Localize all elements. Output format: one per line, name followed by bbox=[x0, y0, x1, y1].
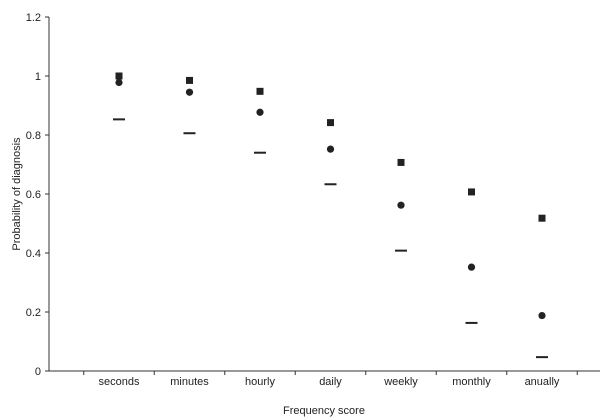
y-tick-label: 1.2 bbox=[26, 12, 41, 24]
y-tick-label: 0.4 bbox=[26, 248, 41, 260]
square-point bbox=[538, 214, 546, 222]
y-tick-label: 1 bbox=[35, 71, 41, 83]
x-tick-label: monthly bbox=[452, 376, 491, 388]
circle-point bbox=[538, 311, 546, 320]
circle-point bbox=[397, 201, 405, 209]
circle-point bbox=[326, 145, 335, 153]
x-tick-label: anually bbox=[525, 376, 560, 388]
x-axis-title: Frequency score bbox=[283, 405, 365, 417]
circle-point bbox=[115, 78, 123, 87]
square-point bbox=[327, 119, 334, 127]
square-point bbox=[397, 158, 405, 166]
axes bbox=[48, 17, 600, 372]
y-ticks: 0 0.2 0.4 0.6 0.8 1 1.2 bbox=[26, 12, 49, 378]
circle-point bbox=[256, 108, 264, 116]
x-tick-label: daily bbox=[319, 376, 342, 388]
circle-point bbox=[185, 88, 194, 96]
y-tick-label: 0.8 bbox=[26, 130, 41, 142]
x-tick-label: hourly bbox=[245, 376, 275, 388]
x-tick-label: weekly bbox=[383, 376, 418, 388]
y-tick-label: 0 bbox=[35, 366, 41, 378]
x-tick-label: minutes bbox=[170, 376, 209, 388]
data-marks bbox=[113, 72, 548, 359]
x-ticks: seconds minutes hourly daily weekly monthly an… bbox=[83, 371, 578, 388]
square-point bbox=[468, 188, 475, 196]
x-tick-label: seconds bbox=[99, 376, 140, 388]
square-point bbox=[256, 87, 264, 95]
circle-point bbox=[467, 263, 476, 271]
y-axis-title: Probability of diagnosis bbox=[11, 137, 23, 251]
y-tick-label: 0.2 bbox=[26, 307, 41, 319]
y-tick-label: 0.6 bbox=[26, 189, 41, 201]
square-point bbox=[186, 76, 193, 84]
square-point bbox=[115, 72, 123, 80]
